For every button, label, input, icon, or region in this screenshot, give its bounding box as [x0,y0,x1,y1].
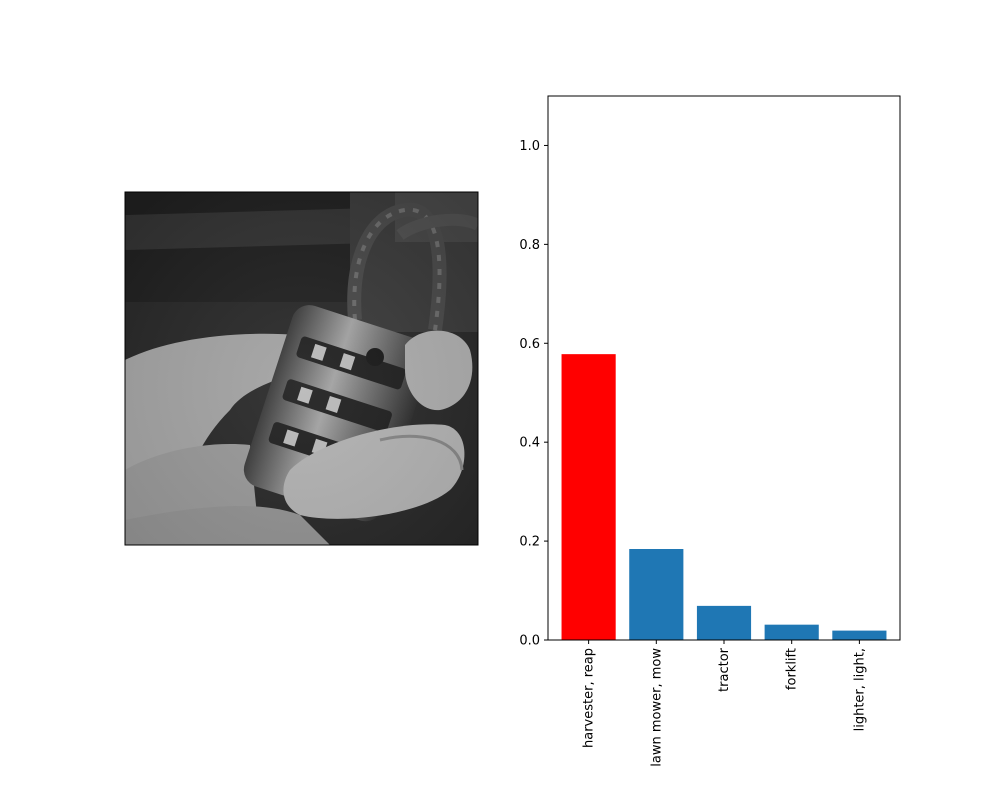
y-tick-label: 0.0 [519,634,540,649]
photo-frame [124,191,479,546]
bar-2 [696,605,752,640]
y-tick-label: 1.0 [519,139,540,154]
y-tick-label: 0.6 [519,337,540,352]
y-tick-label: 0.2 [519,535,540,550]
bar-4 [832,630,887,640]
bar-chart: 0.0 0.2 0.4 0.6 0.8 1.0 harvester, reap lawn m… [519,95,901,767]
x-tick-label: forklift [785,648,800,690]
bar-1 [629,549,684,640]
bar-0 [561,354,616,640]
axes-frame [547,95,901,641]
y-tick-label: 0.8 [519,238,540,253]
padlock-photo [125,192,478,545]
x-tick-label: tractor [717,647,732,692]
x-tick-label: lawn mower, mow [649,648,664,767]
x-tick-label: lighter, light, [852,648,867,731]
bar-3 [764,624,819,640]
y-tick-label: 0.4 [519,436,540,451]
x-tick-label: harvester, reap [582,648,597,748]
